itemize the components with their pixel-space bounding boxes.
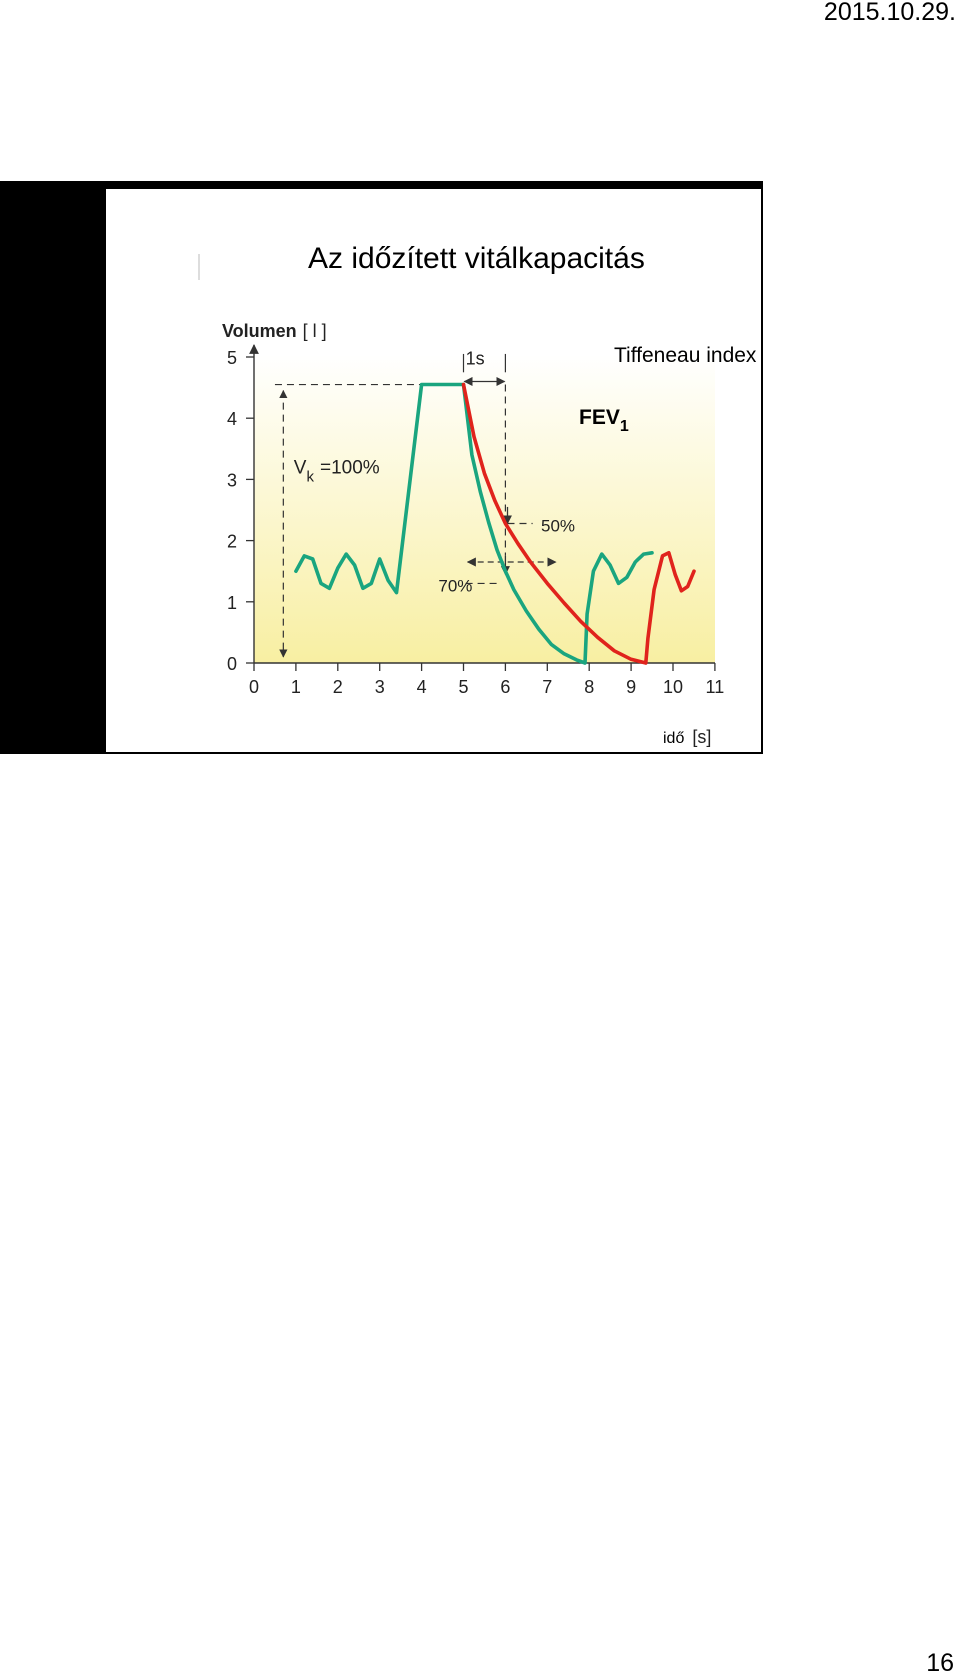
y-tick-label: 0 — [227, 654, 237, 674]
slide: Az időzített vitálkapacitás Tiffeneau in… — [0, 181, 763, 754]
x-tick-label: 7 — [542, 677, 552, 697]
y-tick-label: 4 — [227, 409, 237, 429]
y-axis-unit: [ l ] — [303, 321, 327, 341]
x-axis-label-text: idő — [663, 730, 684, 747]
fev1-annotation: FEV1 — [579, 406, 629, 435]
x-tick-label: 5 — [458, 677, 468, 697]
tiffeneau-annotation: Tiffeneau index — [614, 344, 757, 367]
label-50-percent: 50% — [541, 516, 575, 535]
y-axis-label: Volumen [ l ] — [222, 321, 327, 341]
x-tick-label: 8 — [584, 677, 594, 697]
series-line-1 — [294, 382, 654, 665]
fev-subscript: 1 — [620, 418, 629, 435]
x-axis-unit: [s] — [692, 727, 711, 747]
y-axis: 0 1 2 3 4 5 — [227, 344, 259, 674]
x-ticks: 0 1 2 3 4 5 6 7 8 9 10 11 — [249, 663, 724, 697]
x-tick-label: 2 — [333, 677, 343, 697]
x-tick-label: 1 — [291, 677, 301, 697]
x-tick-label: 11 — [706, 677, 725, 697]
label-vk: Vk =100% — [294, 457, 380, 485]
x-tick-label: 4 — [417, 677, 427, 697]
y-tick-label: 2 — [227, 532, 237, 552]
x-tick-label: 3 — [375, 677, 385, 697]
guide-lines — [274, 353, 557, 658]
y-ticks: 0 1 2 3 4 5 — [227, 348, 254, 674]
y-tick-label: 1 — [227, 593, 237, 613]
slide-side-bar — [2, 189, 106, 752]
label-70-percent: 70% — [438, 576, 472, 595]
series-line-2 — [461, 382, 696, 665]
label-1s: 1s — [466, 348, 485, 368]
page-date: 2015.10.29. — [823, 0, 956, 26]
x-tick-label: 6 — [500, 677, 510, 697]
page-number: 16 — [926, 1649, 954, 1677]
vk-rest: =100% — [320, 457, 380, 478]
x-axis-label: idő [s] — [663, 727, 711, 747]
vk-main: V — [294, 457, 307, 478]
fev-main: FEV — [579, 406, 620, 429]
y-tick-label: 3 — [227, 470, 237, 490]
slide-title: Az időzített vitálkapacitás — [308, 242, 645, 275]
y-tick-label: 5 — [227, 348, 237, 368]
x-tick-label: 10 — [663, 677, 683, 697]
y-axis-label-bold: Volumen — [222, 321, 297, 341]
x-tick-label: 0 — [249, 677, 259, 697]
slide-content: Az időzített vitálkapacitás Tiffeneau in… — [198, 242, 757, 747]
vk-subscript: k — [306, 468, 314, 485]
x-tick-label: 9 — [626, 677, 636, 697]
data-series — [294, 382, 696, 665]
x-axis: 0 1 2 3 4 5 6 7 8 9 10 11 — [249, 662, 724, 697]
